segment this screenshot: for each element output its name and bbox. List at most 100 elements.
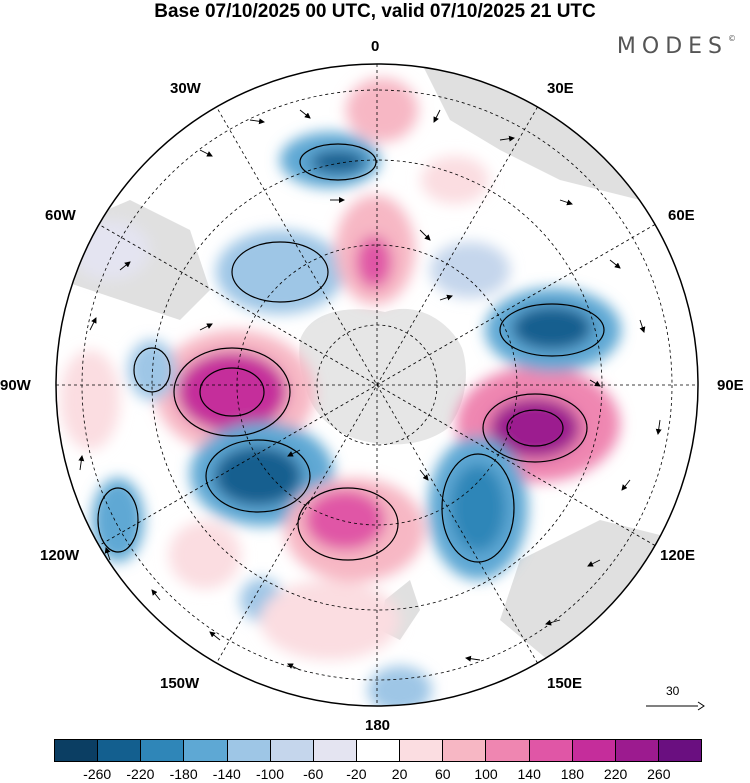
colorbar-tick-label: 180 <box>560 766 585 782</box>
positive-anomaly-south-core <box>305 490 385 550</box>
lon-label-120e: 120E <box>660 547 696 564</box>
contour-north <box>299 143 377 181</box>
wind-vector <box>249 118 265 125</box>
contour-far-southwest <box>97 487 139 553</box>
colorbar-tick-label: -180 <box>169 766 198 782</box>
latitude-circle-1 <box>316 324 438 446</box>
colorbar-segment <box>55 740 99 761</box>
colorbar-tick-label: -20 <box>346 766 367 782</box>
contour-southeast <box>441 453 515 563</box>
wind-vector <box>439 294 453 301</box>
colorbar-tick-label: 100 <box>474 766 498 782</box>
colorbar-segment <box>443 740 487 761</box>
wind-vector <box>609 259 621 269</box>
negative-anomaly-far-northwest <box>70 220 150 280</box>
wind-vector <box>151 589 161 601</box>
colorbar-segment <box>356 740 401 761</box>
wind-vector <box>287 663 301 671</box>
colorbar-segment <box>486 740 530 761</box>
wind-vector <box>499 135 515 142</box>
lon-label-60w: 60W <box>45 207 76 224</box>
africa-land <box>420 64 640 200</box>
antarctica-land <box>299 308 466 445</box>
contour-west-small <box>133 347 171 393</box>
lon-label-30e: 30E <box>547 80 574 97</box>
lon-label-120w: 120W <box>40 547 80 564</box>
map-boundary <box>55 63 699 707</box>
colorbar-segment <box>313 740 357 761</box>
contour-south <box>297 487 399 561</box>
lon-label-90w: 90W <box>0 377 31 394</box>
copyright-mark: © <box>728 34 736 43</box>
wind-vector <box>78 455 85 471</box>
positive-anomaly-east-core <box>490 398 580 458</box>
negative-anomaly-north-core <box>310 150 366 174</box>
wind-vector <box>621 479 631 491</box>
polar-stereographic-map <box>55 63 699 707</box>
wind-vector <box>199 149 213 157</box>
colorbar-tick-label: -260 <box>83 766 112 782</box>
lon-label-30w: 30W <box>170 80 201 97</box>
wind-vector <box>89 317 97 331</box>
contour-northwest <box>231 241 329 303</box>
negative-anomaly-southeast-core <box>450 464 506 552</box>
colorbar-segment <box>227 740 271 761</box>
wind-vector <box>209 631 221 641</box>
map-disc <box>56 64 698 706</box>
colorbar-segment <box>658 740 702 761</box>
colorbar-tick-label: 20 <box>391 766 408 782</box>
contour-southwest <box>205 439 311 513</box>
colorbar <box>54 739 702 762</box>
wind-vector <box>433 109 441 123</box>
colorbar-tick-label: -100 <box>255 766 285 782</box>
wind-vector <box>299 109 311 119</box>
meridian-150e-30w <box>216 106 538 664</box>
colorbar-segment <box>400 740 444 761</box>
positive-anomaly-top <box>346 78 418 142</box>
reference-vector-arrow <box>646 701 705 711</box>
wind-vector <box>655 419 662 435</box>
positive-anomaly-north-core <box>356 236 392 288</box>
lon-label-180: 180 <box>365 717 391 734</box>
colorbar-segment <box>184 740 228 761</box>
wind-vector <box>587 559 601 567</box>
positive-anomaly-far-west <box>60 350 120 450</box>
colorbar-tick-label: -140 <box>212 766 241 782</box>
lon-label-60e: 60E <box>668 207 695 224</box>
colorbar-segment <box>572 740 616 761</box>
reference-vector-label: 30 <box>666 684 680 698</box>
colorbar-segment <box>270 740 314 761</box>
brand-name: MODES <box>616 34 728 59</box>
negative-anomaly-west-small <box>128 340 176 400</box>
contour-west <box>173 347 291 437</box>
negative-anomaly-east-core <box>512 306 592 350</box>
negative-anomaly-northwest <box>216 230 344 314</box>
wind-vector <box>199 323 213 331</box>
colorbar-tick-label: -220 <box>126 766 155 782</box>
wind-vector <box>104 547 111 561</box>
meridian-120e-60w <box>98 224 656 546</box>
meridian-60e-120w <box>98 224 656 546</box>
negative-anomaly-southwest-core <box>214 446 302 506</box>
negative-anomaly-northeast <box>430 242 510 298</box>
positive-anomaly-west-core <box>177 352 287 432</box>
wind-vector <box>419 469 429 481</box>
colorbar-tick-label: 260 <box>647 766 671 782</box>
negative-anomaly-bottom <box>368 666 432 706</box>
colorbar-tick-label: 220 <box>603 766 628 782</box>
wind-vector <box>287 449 301 457</box>
meridian-30e-150w <box>216 106 538 664</box>
lon-label-150w: 150W <box>160 675 200 692</box>
grid-lines <box>56 64 698 706</box>
colorbar-segment <box>141 740 185 761</box>
wind-vector <box>545 619 561 626</box>
contour-west-inner <box>199 367 265 417</box>
contour-east-negative <box>499 303 605 357</box>
positive-anomaly-bottom <box>260 580 400 660</box>
wind-vector <box>119 261 131 271</box>
wind-vector <box>559 199 573 206</box>
wind-vector <box>589 379 601 387</box>
map-title: Base 07/10/2025 00 UTC, valid 07/10/2025… <box>154 1 596 22</box>
colorbar-tick-label: -60 <box>303 766 324 782</box>
wind-vector <box>465 655 481 662</box>
